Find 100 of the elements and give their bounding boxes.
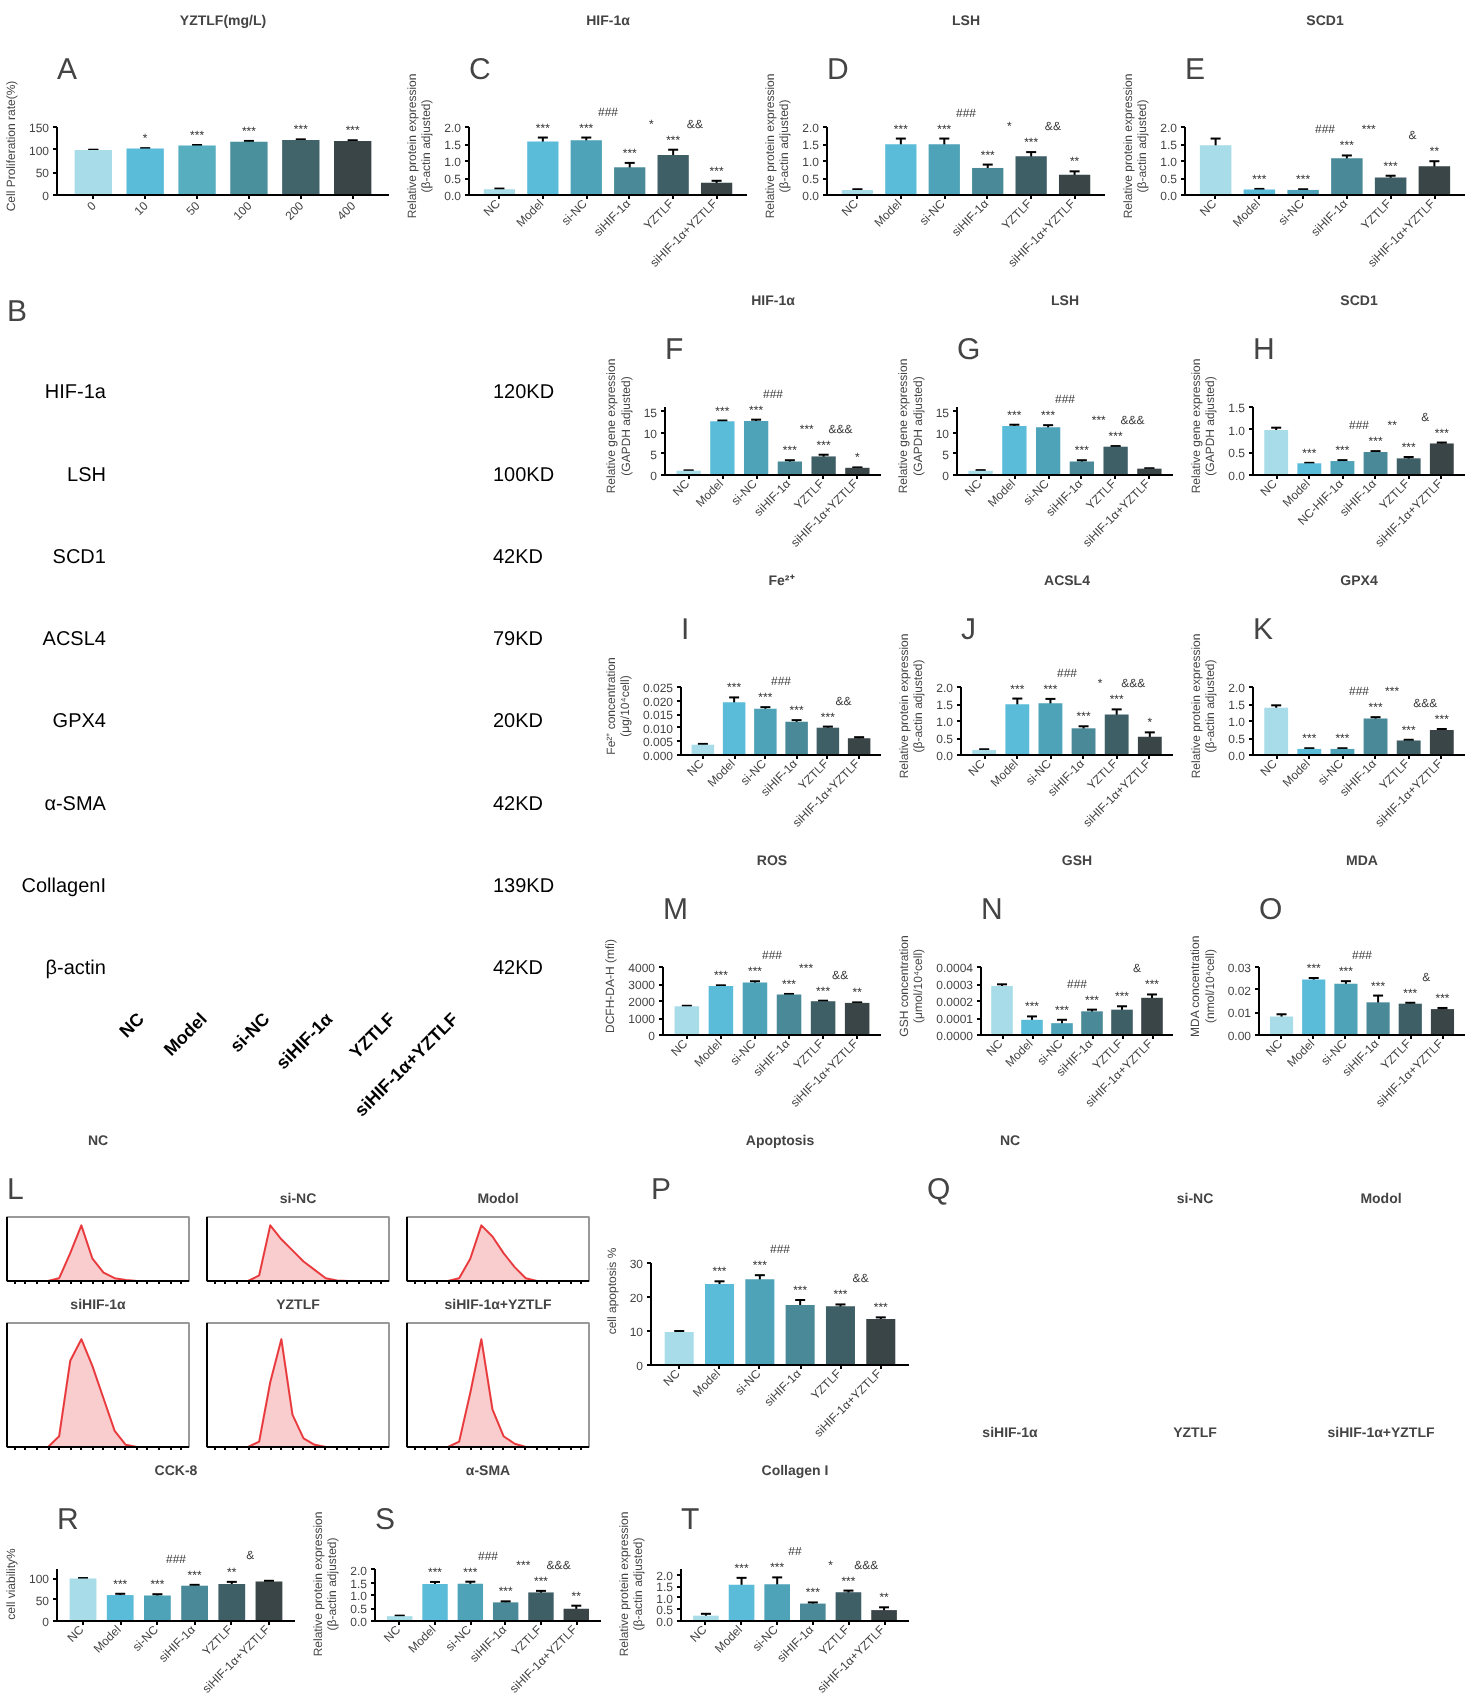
bar	[1137, 736, 1162, 755]
bar	[1302, 979, 1326, 1035]
bar	[1111, 1009, 1133, 1035]
text: Q	[927, 1173, 951, 1207]
bar	[700, 182, 733, 195]
category-label: 42KD	[492, 546, 543, 569]
bar	[1430, 1009, 1455, 1035]
bar	[218, 1584, 246, 1621]
bar	[776, 994, 802, 1035]
text: J	[961, 613, 976, 647]
bar	[527, 141, 559, 195]
bar	[745, 1279, 775, 1365]
text: H	[1253, 333, 1275, 367]
bar	[255, 1581, 283, 1621]
bar	[1051, 1023, 1073, 1035]
bar	[1035, 427, 1061, 475]
bar	[181, 1585, 208, 1621]
category-label: 79KD	[492, 629, 543, 652]
bar	[1363, 718, 1388, 755]
bar	[1429, 729, 1454, 755]
text: I	[681, 613, 690, 647]
bar	[728, 1584, 755, 1621]
bar	[810, 1001, 836, 1035]
bar	[835, 1592, 862, 1621]
category-label: 20KD	[492, 711, 543, 734]
bar	[69, 1578, 97, 1621]
category-label: ACSL4	[42, 629, 106, 652]
bar	[1058, 174, 1091, 195]
bar	[799, 1603, 826, 1621]
bar	[691, 744, 715, 755]
bar	[1374, 177, 1407, 195]
bar	[708, 986, 734, 1035]
bar	[1331, 158, 1363, 195]
bar	[563, 1608, 589, 1621]
bar	[811, 456, 836, 475]
bar	[866, 1319, 896, 1365]
text: D	[827, 53, 849, 87]
bar	[1396, 458, 1421, 475]
bar	[885, 144, 917, 195]
text: N	[981, 893, 1003, 927]
bar	[847, 738, 871, 755]
text: G	[957, 333, 981, 367]
bar	[754, 708, 777, 755]
bar	[1069, 461, 1095, 475]
category-label: LSH	[67, 464, 106, 487]
bar	[785, 721, 808, 755]
text: T	[681, 1503, 700, 1537]
bar	[422, 1584, 448, 1621]
bar	[777, 461, 803, 475]
bar	[614, 167, 646, 195]
text: L	[7, 1173, 24, 1207]
bar	[1269, 1016, 1294, 1035]
bar	[991, 986, 1013, 1035]
bar	[1418, 166, 1451, 195]
bar	[1429, 443, 1454, 475]
bar	[1038, 703, 1063, 755]
text: K	[1253, 613, 1274, 647]
bar	[1141, 997, 1163, 1035]
bar	[710, 421, 735, 475]
bar	[1398, 1003, 1422, 1035]
bar	[144, 1595, 171, 1621]
bar	[1021, 1019, 1043, 1035]
bar	[705, 1284, 735, 1365]
bar	[1330, 461, 1355, 475]
text: B	[7, 295, 28, 329]
bar	[492, 1602, 519, 1621]
bar	[844, 1002, 870, 1035]
bar	[1103, 446, 1128, 475]
category-label: SCD1	[52, 546, 106, 569]
category-label: GPX4	[52, 711, 106, 734]
bar	[106, 1595, 134, 1621]
bar	[1104, 714, 1129, 755]
bar	[816, 727, 840, 755]
bar	[1015, 156, 1047, 195]
category-label: 100KD	[492, 464, 555, 487]
bar	[785, 1305, 815, 1365]
bar	[1081, 1011, 1103, 1035]
category-label: 139KD	[492, 875, 555, 898]
bar	[1264, 707, 1289, 755]
category-label: α-SMA	[44, 793, 106, 816]
text: C	[469, 53, 491, 87]
bar	[1297, 463, 1322, 475]
bar	[743, 420, 769, 475]
category-label: HIF-1a	[44, 382, 106, 405]
bar	[1199, 145, 1232, 195]
bar	[528, 1592, 554, 1621]
text: O	[1259, 893, 1283, 927]
bar	[664, 1332, 694, 1365]
bar	[972, 167, 1004, 195]
category-label: β-actin	[45, 958, 106, 981]
bar	[1264, 429, 1289, 475]
bar	[1334, 983, 1358, 1035]
text: M	[663, 893, 688, 927]
category-label: 42KD	[492, 793, 543, 816]
text: A	[57, 53, 78, 87]
bar	[871, 1610, 897, 1621]
bar	[742, 982, 768, 1035]
bar	[657, 155, 689, 195]
bar	[1002, 426, 1027, 475]
text: S	[375, 1503, 396, 1537]
